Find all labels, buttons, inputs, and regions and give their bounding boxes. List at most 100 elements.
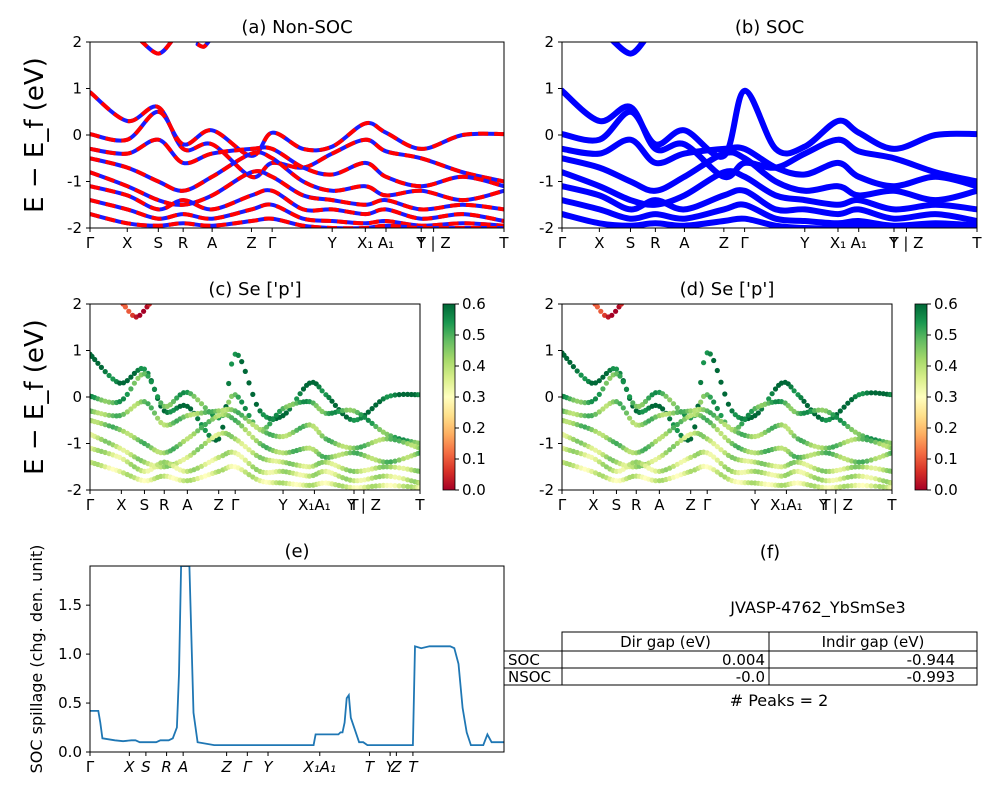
- band-point: [417, 392, 420, 398]
- band-point: [343, 407, 349, 413]
- band-point: [860, 482, 866, 488]
- table-row-label: SOC: [508, 651, 540, 669]
- table-cell: -0.993: [907, 668, 955, 686]
- band-point: [242, 405, 248, 412]
- band-point: [592, 380, 599, 386]
- x-tick-label: Z: [220, 758, 232, 776]
- band-point: [701, 415, 707, 421]
- band-point: [384, 459, 390, 465]
- x-tick-label: Z: [719, 234, 729, 252]
- colorbar-tick-label: 0.5: [462, 326, 486, 344]
- band-point: [667, 397, 673, 403]
- band-point: [117, 399, 123, 405]
- band-0: [562, 87, 977, 185]
- band-point: [670, 443, 677, 450]
- band-point: [613, 366, 620, 372]
- band-point: [396, 483, 402, 489]
- band-point: [877, 390, 883, 396]
- band-point: [849, 426, 855, 433]
- y-tick-label: -2: [539, 481, 554, 499]
- band-point: [124, 409, 130, 415]
- y-tick-label: 1: [544, 80, 554, 98]
- x-tick-label: T: [414, 496, 425, 514]
- band-point: [128, 386, 134, 392]
- band-point: [663, 431, 669, 437]
- band-5: [90, 184, 504, 223]
- band-point: [653, 478, 659, 484]
- band-point: [889, 480, 892, 486]
- band-point: [578, 399, 584, 405]
- x-tick-label: X₁A₁: [302, 758, 336, 776]
- band-point: [283, 410, 289, 416]
- band-point: [714, 469, 720, 475]
- x-tick-label: Γ: [231, 496, 240, 514]
- band-point: [417, 480, 420, 486]
- band-point: [316, 429, 322, 435]
- band-3-points: [90, 411, 420, 465]
- y-tick-label: 1.0: [58, 645, 82, 663]
- band-point: [95, 360, 101, 366]
- band-point: [594, 304, 601, 310]
- band-point: [380, 436, 386, 442]
- x-tick-label: Y: [327, 234, 338, 252]
- band-point: [574, 412, 580, 418]
- band-point: [889, 440, 892, 447]
- band-point: [300, 386, 307, 392]
- band-point: [319, 469, 325, 475]
- band-point: [856, 464, 862, 470]
- band-point: [837, 408, 843, 414]
- x-tick-label: T: [971, 234, 982, 252]
- table-cell: -0.0: [736, 668, 765, 686]
- band-point: [239, 454, 245, 460]
- band-point: [102, 412, 108, 418]
- band-point: [151, 386, 158, 392]
- band-point: [722, 464, 728, 470]
- band-point: [198, 401, 205, 407]
- band-point: [128, 374, 134, 380]
- band-point: [729, 408, 735, 414]
- x-tick-label: X: [116, 496, 126, 514]
- table-subtitle: JVASP-4762_YbSmSe3: [729, 598, 905, 618]
- band-point: [711, 412, 717, 418]
- band-point: [798, 395, 804, 401]
- band-point: [400, 391, 407, 397]
- band-point: [392, 474, 398, 480]
- x-tick-label: A₁: [851, 234, 867, 252]
- band-point: [191, 450, 197, 456]
- band-point: [369, 406, 375, 412]
- band-point: [270, 416, 276, 423]
- band-point: [191, 393, 197, 399]
- band-point: [603, 380, 610, 386]
- band-point: [392, 483, 398, 489]
- x-tick-label: Y: [799, 234, 810, 252]
- band-point: [198, 425, 205, 431]
- band-point: [246, 412, 252, 419]
- band-point: [181, 468, 187, 474]
- band-point: [574, 464, 580, 470]
- band-point: [592, 447, 599, 453]
- x-tick-label: Γ: [86, 758, 95, 776]
- band-point: [868, 457, 874, 463]
- band-point: [856, 459, 862, 465]
- panel-c-title: (c) Se ['p']: [208, 279, 301, 300]
- band-point: [667, 410, 673, 417]
- panel-c-ylabel: E − E_f (eV): [20, 319, 50, 475]
- band-point: [592, 411, 599, 417]
- panel-e-plot: [90, 566, 504, 746]
- x-tick-label: R: [159, 496, 169, 514]
- band-point: [860, 436, 866, 442]
- band-point: [889, 485, 892, 490]
- table-row-label: NSOC: [508, 668, 551, 686]
- panel-e-frame: [89, 565, 505, 753]
- band-point: [384, 482, 390, 488]
- band-point: [791, 388, 797, 394]
- band-point: [788, 429, 794, 435]
- x-tick-label: Γ: [558, 496, 567, 514]
- band-point: [877, 483, 883, 490]
- band-point: [226, 380, 232, 387]
- band-point: [856, 436, 862, 442]
- band-point: [592, 456, 599, 462]
- band-point: [239, 399, 245, 405]
- band-point: [102, 422, 108, 428]
- band-point: [329, 398, 335, 404]
